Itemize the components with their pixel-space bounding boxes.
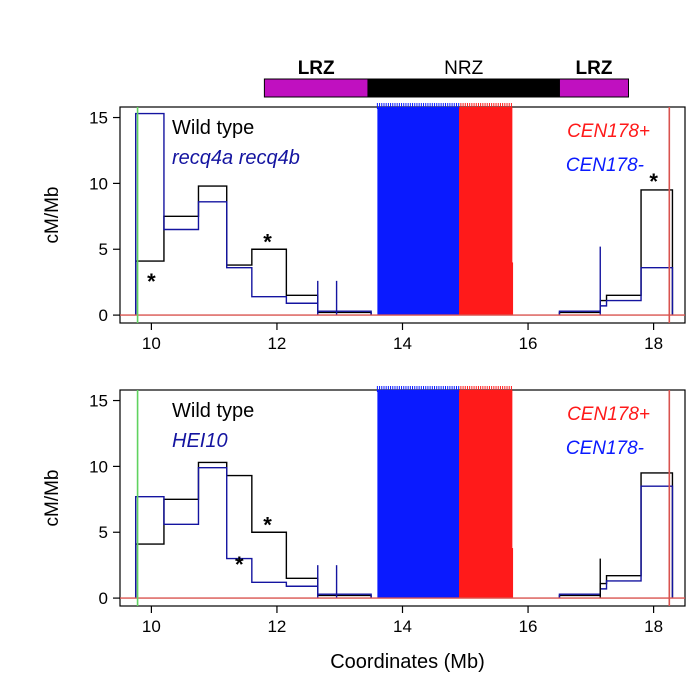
y-axis-label: cM/Mb — [42, 470, 63, 527]
region-segment — [558, 78, 630, 98]
asterisk-annotation: * — [263, 512, 272, 537]
region-label: LRZ — [298, 58, 335, 79]
series-line — [558, 266, 674, 316]
x-axis: 10 12 14 16 18 — [142, 323, 663, 353]
x-axis-label: Coordinates (Mb) — [330, 651, 485, 673]
region-segment — [367, 78, 560, 98]
region-bar: LRZ NRZ LRZ — [263, 58, 630, 98]
series-line — [558, 485, 674, 599]
significance-annotations: * * * — [147, 169, 658, 294]
y-tick-label: 10 — [89, 457, 108, 476]
asterisk-annotation: * — [649, 169, 658, 194]
centromere-boundaries — [120, 390, 685, 606]
x-tick-label: 18 — [644, 617, 663, 636]
legend-mutant: HEI10 — [172, 430, 228, 452]
x-tick-label: 12 — [267, 334, 286, 353]
y-tick-label: 5 — [99, 523, 108, 542]
y-axis: 0 5 10 15 — [89, 392, 120, 608]
asterisk-annotation: * — [147, 269, 156, 294]
series-lines — [134, 112, 674, 316]
cen178-plus-block — [459, 390, 513, 599]
region-label: LRZ — [576, 58, 613, 79]
significance-annotations: ** — [235, 512, 272, 577]
x-tick-label: 10 — [142, 334, 161, 353]
centromere-repeats — [376, 386, 513, 599]
legend-cen178-minus: CEN178- — [566, 155, 644, 176]
y-tick-label: 15 — [89, 109, 108, 128]
x-tick-label: 18 — [644, 334, 663, 353]
x-tick-label: 14 — [393, 617, 412, 636]
panel-top: 0 5 10 15 10 12 14 16 18 cM/Mb Wild type recq4a… — [42, 103, 686, 353]
y-axis-label: cM/Mb — [42, 187, 63, 244]
region-segment — [263, 78, 369, 98]
y-tick-label: 5 — [99, 240, 108, 259]
centromere-boundaries — [120, 107, 685, 323]
x-tick-label: 12 — [267, 617, 286, 636]
x-tick-label: 10 — [142, 617, 161, 636]
y-tick-label: 0 — [99, 306, 108, 325]
series-lines — [134, 461, 674, 599]
series-line — [558, 189, 674, 316]
x-tick-label: 16 — [519, 334, 538, 353]
legend-mutant: recq4a recq4b — [172, 147, 300, 169]
series-line — [134, 112, 372, 316]
y-tick-label: 10 — [89, 174, 108, 193]
asterisk-annotation: * — [263, 229, 272, 254]
x-axis: 10 12 14 16 18 — [142, 606, 663, 636]
x-tick-label: 16 — [519, 617, 538, 636]
legend-cen178-plus: CEN178+ — [567, 121, 650, 142]
series-line — [558, 472, 674, 599]
legend-cen178-minus: CEN178- — [566, 438, 644, 459]
region-label: NRZ — [444, 58, 483, 79]
legend-wild-type: Wild type — [172, 400, 254, 422]
cen178-minus-block — [377, 390, 459, 599]
legend-cen178-plus: CEN178+ — [567, 404, 650, 425]
asterisk-annotation: * — [235, 552, 244, 577]
y-tick-label: 15 — [89, 392, 108, 411]
series-line — [134, 185, 372, 316]
legend-wild-type: Wild type — [172, 117, 254, 139]
y-axis: 0 5 10 15 — [89, 109, 120, 325]
series-line — [134, 461, 372, 599]
y-tick-label: 0 — [99, 589, 108, 608]
x-tick-label: 14 — [393, 334, 412, 353]
cen178-minus-block — [377, 107, 459, 316]
centromere-repeats — [376, 103, 513, 316]
cen178-plus-block — [459, 107, 513, 316]
